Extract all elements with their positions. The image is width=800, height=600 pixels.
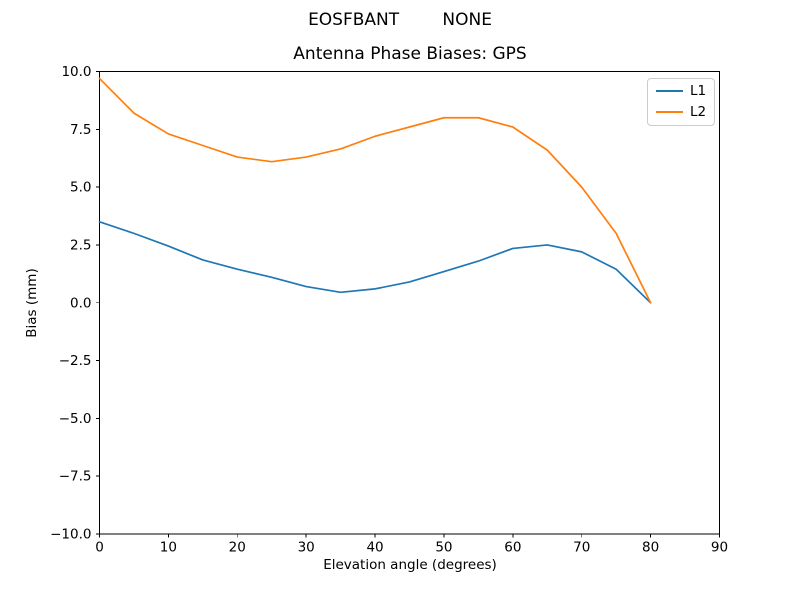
x-tick-label: 30 bbox=[298, 540, 315, 556]
legend-line-swatch bbox=[656, 111, 683, 114]
x-tick-label: 80 bbox=[642, 540, 659, 556]
x-tick-label: 70 bbox=[573, 540, 590, 556]
y-tick-label: 7.5 bbox=[70, 122, 91, 138]
legend-label: L1 bbox=[690, 83, 707, 99]
x-tick-label: 10 bbox=[160, 540, 177, 556]
series-line-l2 bbox=[98, 77, 652, 304]
series-line-l1 bbox=[98, 220, 652, 304]
legend-item-l1: L1 bbox=[656, 84, 706, 99]
y-tick-label: −7.5 bbox=[59, 469, 92, 485]
x-tick-label: 0 bbox=[95, 540, 104, 556]
y-tick-label: −10.0 bbox=[50, 527, 91, 543]
x-tick-label: 90 bbox=[711, 540, 728, 556]
y-tick-label: 10.0 bbox=[61, 64, 91, 80]
x-axis-label: Elevation angle (degrees) bbox=[323, 557, 497, 573]
x-tick-label: 20 bbox=[229, 540, 246, 556]
y-axis-label: Bias (mm) bbox=[24, 268, 40, 338]
axes-frame bbox=[99, 71, 720, 535]
y-tick-label: 2.5 bbox=[70, 237, 91, 253]
figure-suptitle: EOSFBANT NONE bbox=[308, 10, 492, 30]
legend-item-l2: L2 bbox=[656, 103, 707, 120]
y-tick-label: 5.0 bbox=[70, 180, 91, 196]
legend-label: L2 bbox=[690, 103, 707, 120]
chart-title: Antenna Phase Biases: GPS bbox=[293, 44, 527, 64]
x-tick-label: 50 bbox=[435, 540, 452, 556]
x-tick-label: 60 bbox=[504, 540, 521, 556]
x-tick-label: 40 bbox=[366, 540, 383, 556]
legend: L1 L2 bbox=[647, 78, 716, 126]
y-tick-label: 0.0 bbox=[70, 295, 91, 311]
legend-line-swatch bbox=[656, 90, 683, 93]
y-tick-label: −2.5 bbox=[59, 353, 92, 369]
y-tick-label: −5.0 bbox=[59, 411, 92, 427]
